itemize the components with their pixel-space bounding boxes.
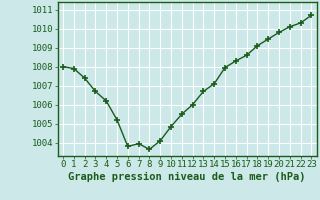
X-axis label: Graphe pression niveau de la mer (hPa): Graphe pression niveau de la mer (hPa) <box>68 172 306 182</box>
